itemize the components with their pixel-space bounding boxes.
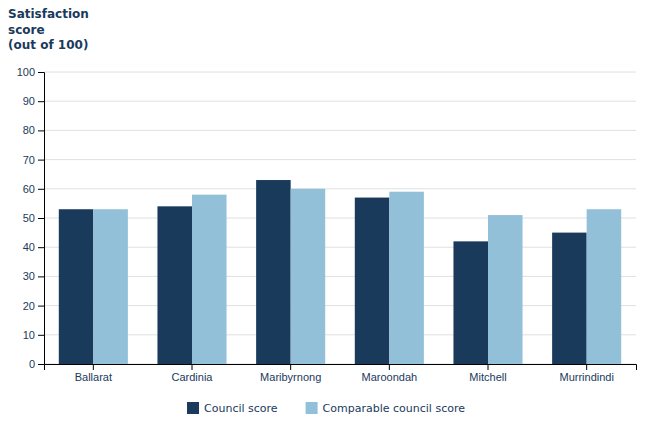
y-tick-label: 100	[17, 66, 35, 78]
legend-item: Comparable council score	[306, 402, 466, 415]
y-tick-mark	[38, 160, 44, 161]
legend-swatch	[187, 402, 199, 414]
y-axis-title-line: score	[8, 23, 45, 37]
x-tick: Ballarat	[75, 364, 112, 383]
x-tick-mark	[192, 364, 193, 370]
y-tick-label: 0	[29, 358, 35, 370]
grid-line	[44, 72, 636, 73]
y-tick-mark	[38, 72, 44, 73]
bars	[59, 180, 621, 364]
y-tick-mark	[38, 189, 44, 190]
y-tick: 20	[23, 300, 44, 312]
bar	[587, 209, 622, 364]
grid-line	[44, 276, 636, 277]
x-tick: Murrindindi	[559, 364, 613, 383]
y-tick-mark	[38, 130, 44, 131]
bar-series	[93, 189, 621, 364]
legend: Council score Comparable council score	[187, 402, 465, 415]
y-tick: 10	[23, 329, 44, 341]
y-axis-title: Satisfaction score(out of 100)	[8, 7, 89, 52]
grid-line	[44, 188, 636, 189]
y-tick: 30	[23, 270, 44, 282]
y-tick-mark	[38, 218, 44, 219]
y-tick-mark	[38, 276, 44, 277]
y-tick-label: 30	[23, 270, 35, 282]
plot: 0 10 20 30 40 50 60 70 80 90 100 Ballarat Cardinia Ma…	[17, 66, 637, 383]
x-tick-label: Cardinia	[172, 371, 214, 383]
grid-line	[44, 334, 636, 335]
y-axis-title-line: (out of 100)	[8, 38, 88, 52]
y-tick: 40	[23, 241, 44, 253]
x-tick: Mitchell	[469, 364, 506, 383]
x-tick-mark	[389, 364, 390, 370]
x-tick: Maribyrnong	[260, 364, 321, 383]
grid-line	[44, 130, 636, 131]
grid-line	[44, 247, 636, 248]
bar	[389, 192, 424, 364]
legend-label: Council score	[204, 402, 278, 415]
legend-label: Comparable council score	[323, 402, 466, 415]
legend-swatch	[306, 402, 318, 414]
x-tick-label: Ballarat	[75, 371, 112, 383]
y-tick-label: 90	[23, 95, 35, 107]
x-tick-mark	[93, 364, 94, 370]
bar	[488, 215, 523, 364]
grid	[44, 72, 636, 364]
x-axis-line	[45, 365, 637, 371]
y-axis-line	[38, 73, 45, 365]
y-tick: 0	[29, 358, 44, 370]
grid-line	[44, 159, 636, 160]
y-tick-mark	[38, 247, 44, 248]
grid-line	[44, 305, 636, 306]
bar	[256, 180, 291, 364]
y-tick-label: 70	[23, 154, 35, 166]
x-tick-label: Maribyrnong	[260, 371, 321, 383]
bar	[192, 195, 227, 364]
y-tick: 100	[17, 66, 44, 78]
x-tick-label: Murrindindi	[559, 371, 613, 383]
bar	[291, 189, 326, 364]
x-tick-label: Mitchell	[469, 371, 506, 383]
x-tick-label: Maroondah	[362, 371, 418, 383]
bar	[59, 209, 94, 364]
y-tick: 60	[23, 183, 44, 195]
x-tick-mark	[290, 364, 291, 370]
bar-series	[59, 180, 587, 364]
bar	[157, 206, 192, 364]
y-tick-mark	[38, 101, 44, 102]
legend-item: Council score	[187, 402, 278, 415]
x-tick-mark	[586, 364, 587, 370]
y-tick-label: 60	[23, 183, 35, 195]
chart: Satisfaction score(out of 100) 0 10 20 30 40 50…	[0, 0, 652, 426]
x-tick-mark	[488, 364, 489, 370]
x-axis: Ballarat Cardinia Maribyrnong Maroondah Mitc…	[45, 364, 637, 383]
y-tick-label: 50	[23, 212, 35, 224]
y-tick: 90	[23, 95, 44, 107]
bar	[453, 241, 488, 364]
y-axis: 0 10 20 30 40 50 60 70 80 90 100	[17, 66, 45, 370]
y-tick: 70	[23, 154, 44, 166]
y-tick-label: 40	[23, 241, 35, 253]
y-tick-label: 10	[23, 329, 35, 341]
y-tick-label: 20	[23, 300, 35, 312]
y-tick: 50	[23, 212, 44, 224]
y-tick-mark	[38, 364, 44, 365]
bar	[93, 209, 128, 364]
grid-line	[44, 101, 636, 102]
grid-line	[44, 218, 636, 219]
bar	[355, 198, 390, 364]
y-tick-mark	[38, 306, 44, 307]
bar	[552, 233, 587, 364]
y-tick-mark	[38, 335, 44, 336]
x-tick: Cardinia	[172, 364, 214, 383]
y-tick: 80	[23, 124, 44, 136]
x-tick: Maroondah	[362, 364, 418, 383]
y-axis-title-line: Satisfaction	[8, 7, 89, 21]
y-tick-label: 80	[23, 124, 35, 136]
